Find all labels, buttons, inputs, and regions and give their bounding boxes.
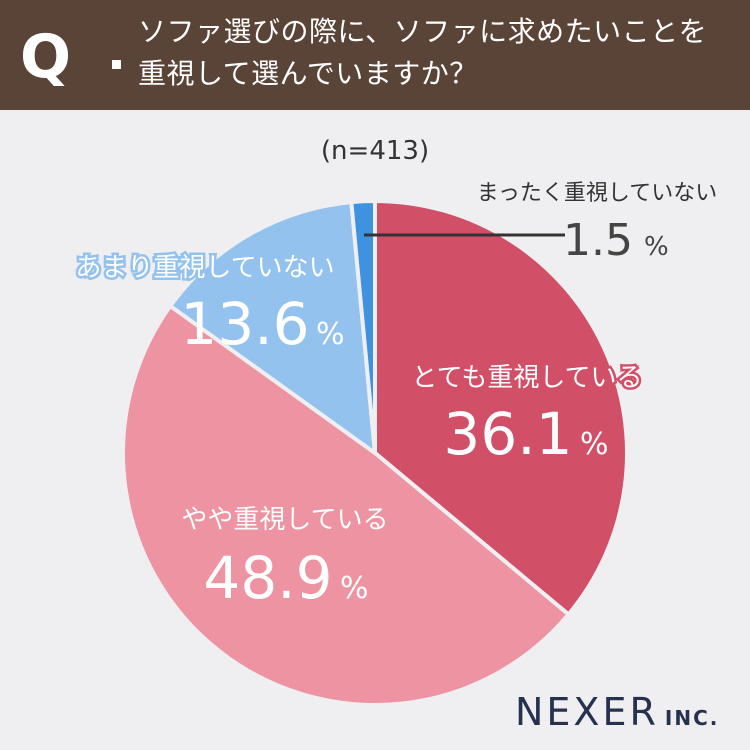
slice-value-not-at-all: 1.5 bbox=[563, 215, 633, 266]
slice-label-somewhat: やや重視している bbox=[181, 505, 388, 535]
slice-value-not-much: 13.6 bbox=[180, 290, 309, 358]
pie-slices bbox=[121, 199, 629, 707]
slice-value-somewhat: 48.9 bbox=[203, 544, 332, 612]
slice-unit-not-much: % bbox=[316, 317, 345, 352]
pie-slice-very bbox=[373, 199, 629, 617]
question-header: Q ソファ選びの際に、ソファに求めたいことを 重視して選んでいますか？ bbox=[0, 0, 750, 110]
pie-slice-not-at-all bbox=[349, 199, 377, 455]
nexer-logo: NEXER INC. bbox=[515, 690, 719, 734]
slice-unit-not-at-all: % bbox=[644, 232, 669, 262]
question-mark-dot bbox=[112, 60, 121, 69]
slice-unit-very: % bbox=[580, 427, 609, 462]
question-text-line1: ソファ選びの際に、ソファに求めたいことを bbox=[138, 15, 708, 48]
question-mark-q: Q bbox=[20, 22, 72, 92]
slice-unit-somewhat: % bbox=[340, 571, 369, 606]
slice-label-very: とても重視している bbox=[411, 363, 642, 393]
slice-label-not-at-all: まったく重視していない bbox=[477, 181, 717, 206]
logo-name: NEXER bbox=[515, 690, 659, 734]
pie-slice-somewhat bbox=[121, 303, 571, 707]
pie-slice-not-much bbox=[168, 200, 377, 455]
slice-value-very: 36.1 bbox=[443, 400, 572, 468]
question-text-line2: 重視して選んでいますか？ bbox=[138, 57, 478, 90]
slice-label-not-much: あまり重視していない bbox=[75, 253, 334, 283]
sample-size-label: (n=413) bbox=[320, 136, 430, 166]
logo-suffix: INC. bbox=[664, 706, 720, 730]
